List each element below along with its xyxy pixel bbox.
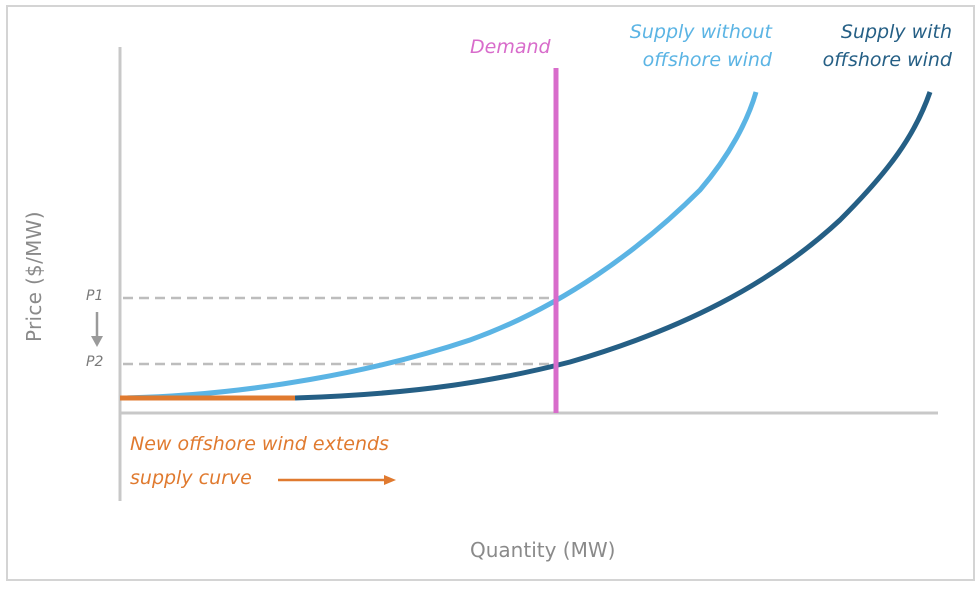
- offshore-note-line2: supply curve: [130, 467, 252, 489]
- x-axis-label: Quantity (MW): [470, 538, 616, 562]
- offshore-note-line1: New offshore wind extends: [130, 433, 389, 455]
- supply-without-label: Supply without offshore wind: [600, 18, 772, 74]
- supply-with-label-line1: Supply with: [840, 21, 952, 43]
- supply-with-offshore-curve: [294, 91, 933, 401]
- extend-right-arrow-icon: [278, 475, 396, 485]
- y-axis-label: Price ($/MW): [22, 211, 46, 342]
- supply-with-label: Supply with offshore wind: [790, 18, 952, 74]
- demand-label: Demand: [470, 36, 551, 58]
- p1-tick-label: P1: [86, 288, 104, 304]
- supply-without-label-line2: offshore wind: [642, 49, 772, 71]
- chart-frame: [6, 5, 975, 581]
- offshore-note: New offshore wind extends supply curve: [130, 427, 389, 495]
- supply-with-label-line2: offshore wind: [822, 49, 952, 71]
- supply-without-offshore-curve: [119, 91, 759, 401]
- price-down-arrow-icon: [91, 312, 103, 347]
- p2-tick-label: P2: [86, 354, 104, 370]
- supply-without-label-line1: Supply without: [629, 21, 772, 43]
